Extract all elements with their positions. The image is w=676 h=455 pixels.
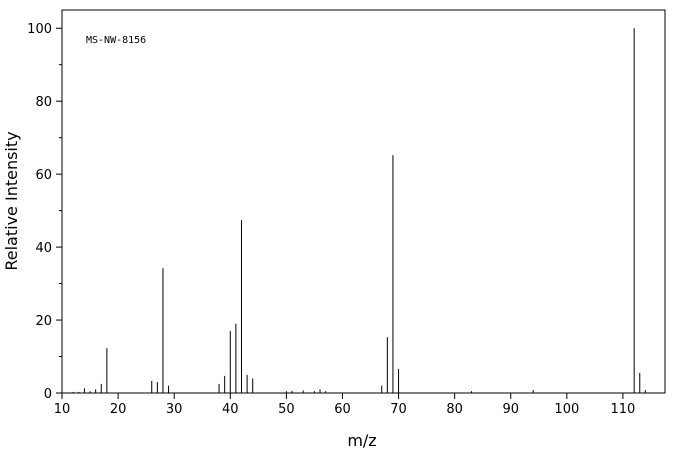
x-tick-label: 40 xyxy=(222,402,239,417)
x-tick-label: 80 xyxy=(446,402,463,417)
x-tick-label: 10 xyxy=(54,402,71,417)
plot-frame xyxy=(61,9,666,394)
y-axis-label: Relative Intensity xyxy=(2,131,21,270)
x-tick-label: 60 xyxy=(334,402,351,417)
y-tick-label: 60 xyxy=(35,168,52,183)
y-tick-label: 20 xyxy=(35,314,52,329)
x-tick-label: 110 xyxy=(611,402,636,417)
x-tick-label: 30 xyxy=(166,402,183,417)
x-tick-label: 100 xyxy=(554,402,579,417)
y-tick-label: 40 xyxy=(35,241,52,256)
y-tick-label: 0 xyxy=(44,387,52,402)
x-tick-label: 50 xyxy=(278,402,295,417)
x-tick-label: 20 xyxy=(110,402,127,417)
annotation: MS-NW-8156 xyxy=(86,35,146,46)
x-tick-label: 70 xyxy=(390,402,407,417)
x-tick-label: 90 xyxy=(502,402,519,417)
x-axis-label: m/z xyxy=(347,431,376,450)
y-tick-label: 100 xyxy=(27,22,52,37)
y-tick-label: 80 xyxy=(35,95,52,110)
